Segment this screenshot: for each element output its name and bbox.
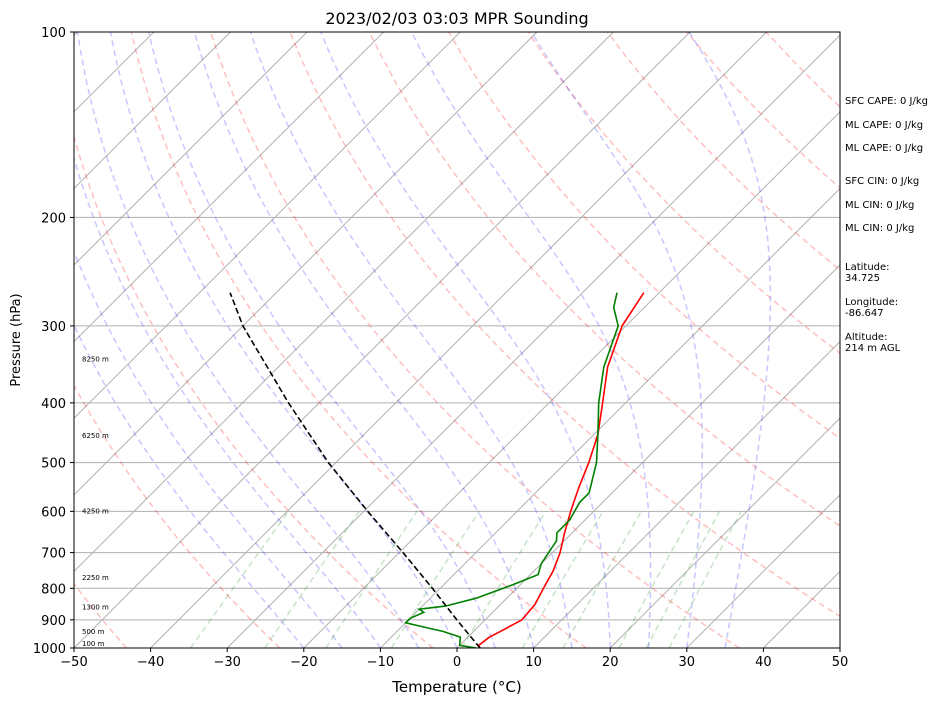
mixing-ratio-line bbox=[645, 510, 721, 648]
isotherm-line bbox=[609, 417, 840, 648]
x-tick-label: −10 bbox=[367, 655, 394, 670]
mixing-ratio-line bbox=[521, 510, 604, 648]
dry-adiabat bbox=[527, 32, 840, 355]
y-axis-label: Pressure (hPa) bbox=[9, 293, 24, 386]
x-tick-label: −30 bbox=[213, 655, 240, 670]
height-label: 100 m bbox=[82, 640, 105, 648]
sounding-parameter: Longitude: -86.647 bbox=[845, 297, 899, 319]
isotherm-line bbox=[74, 32, 614, 573]
background-lines bbox=[0, 32, 946, 648]
x-tick-label: 50 bbox=[832, 655, 849, 670]
x-tick-label: 30 bbox=[679, 655, 696, 670]
y-tick-label: 200 bbox=[41, 211, 66, 226]
y-axis: 100 200 300 400 500 600 700 800 900 1000 bbox=[33, 26, 74, 657]
sounding-parameter: SFC CIN: 0 J/kg bbox=[845, 176, 920, 187]
parcel-profile bbox=[229, 292, 481, 648]
isotherm-line bbox=[150, 32, 767, 648]
sounding-parameter: ML CAPE: 0 J/kg bbox=[845, 143, 924, 154]
y-tick-label: 100 bbox=[41, 26, 66, 41]
dry-adiabat bbox=[130, 32, 587, 648]
data-series bbox=[229, 292, 645, 648]
dry-adiabat bbox=[74, 133, 434, 648]
x-axis: −50 −40 −30 −20 −10 0 10 20 30 40 50 bbox=[60, 648, 848, 670]
moist-adiabat bbox=[148, 32, 497, 648]
dry-adiabat bbox=[448, 32, 840, 440]
height-label: 2250 m bbox=[82, 574, 109, 582]
mixing-ratio-line bbox=[618, 510, 695, 648]
moist-adiabat bbox=[74, 155, 382, 648]
dewpoint-profile bbox=[404, 292, 620, 648]
x-tick-label: 40 bbox=[755, 655, 772, 670]
isotherm-line bbox=[303, 111, 840, 648]
isotherm-line bbox=[380, 187, 840, 648]
moist-adiabat bbox=[410, 32, 652, 648]
height-label: 500 m bbox=[82, 628, 105, 636]
x-tick-label: −50 bbox=[60, 655, 87, 670]
y-tick-label: 400 bbox=[41, 397, 66, 412]
sounding-parameter: ML CAPE: 0 J/kg bbox=[845, 120, 924, 131]
isotherm-line bbox=[74, 32, 308, 266]
sounding-parameter: Latitude: 34.725 bbox=[845, 262, 890, 284]
sounding-parameter: ML CIN: 0 J/kg bbox=[845, 223, 915, 234]
y-tick-label: 600 bbox=[41, 505, 66, 520]
x-axis-label: Temperature (°C) bbox=[391, 678, 521, 696]
moist-adiabat bbox=[193, 32, 535, 648]
isotherm-line bbox=[74, 32, 231, 190]
height-label: 8250 m bbox=[82, 355, 109, 363]
isotherm-line bbox=[533, 340, 840, 648]
isotherm-line bbox=[226, 34, 840, 648]
sounding-parameter: Altitude: 214 m AGL bbox=[845, 332, 901, 354]
y-tick-label: 800 bbox=[41, 582, 66, 597]
isotherm-line bbox=[74, 32, 691, 648]
mixing-ratio-line bbox=[390, 510, 480, 648]
moist-adiabat bbox=[320, 32, 611, 648]
moist-adiabat bbox=[76, 32, 420, 648]
sounding-parameter: SFC CAPE: 0 J/kg bbox=[845, 96, 928, 107]
moist-adiabat bbox=[688, 32, 772, 648]
y-tick-label: 1000 bbox=[33, 642, 66, 657]
height-label: 1300 m bbox=[82, 604, 109, 612]
mixing-ratio-line bbox=[461, 510, 547, 648]
isotherm-line bbox=[74, 32, 461, 419]
isotherm-line bbox=[456, 264, 840, 648]
height-label: 4250 m bbox=[82, 507, 109, 515]
moist-adiabat bbox=[74, 249, 343, 648]
dry-adiabat bbox=[368, 32, 840, 527]
temperature-profile bbox=[477, 292, 645, 648]
mixing-ratio-line bbox=[264, 510, 360, 648]
y-tick-label: 500 bbox=[41, 457, 66, 472]
mixing-ratio-line bbox=[189, 510, 290, 648]
dry-adiabat bbox=[74, 383, 281, 648]
moist-adiabat bbox=[530, 32, 704, 648]
height-labels: 100 m 500 m 1300 m 2250 m 4250 m 6250 m 8250 m bbox=[82, 355, 109, 648]
y-tick-label: 300 bbox=[41, 320, 66, 335]
dry-adiabat bbox=[289, 32, 840, 618]
y-tick-label: 900 bbox=[41, 614, 66, 629]
isotherm-line bbox=[74, 32, 384, 343]
moist-adiabat bbox=[249, 32, 573, 648]
isotherm-line bbox=[0, 32, 1, 648]
isotherm-line bbox=[686, 494, 840, 648]
x-tick-label: −20 bbox=[290, 655, 317, 670]
y-tick-label: 700 bbox=[41, 547, 66, 562]
x-tick-label: 10 bbox=[525, 655, 542, 670]
sounding-parameter: ML CIN: 0 J/kg bbox=[845, 200, 915, 211]
mixing-ratio-line bbox=[562, 510, 642, 648]
x-tick-label: 0 bbox=[453, 655, 461, 670]
x-tick-label: −40 bbox=[137, 655, 164, 670]
dry-adiabat bbox=[209, 32, 740, 648]
x-tick-label: 20 bbox=[602, 655, 619, 670]
mixing-ratio-line bbox=[325, 510, 418, 648]
mixing-ratio-line bbox=[668, 510, 742, 648]
chart-title: 2023/02/03 03:03 MPR Sounding bbox=[325, 9, 588, 28]
plot-frame bbox=[73, 31, 841, 649]
isotherm-line bbox=[74, 32, 538, 496]
dry-adiabat bbox=[925, 32, 946, 648]
height-label: 6250 m bbox=[82, 432, 109, 440]
